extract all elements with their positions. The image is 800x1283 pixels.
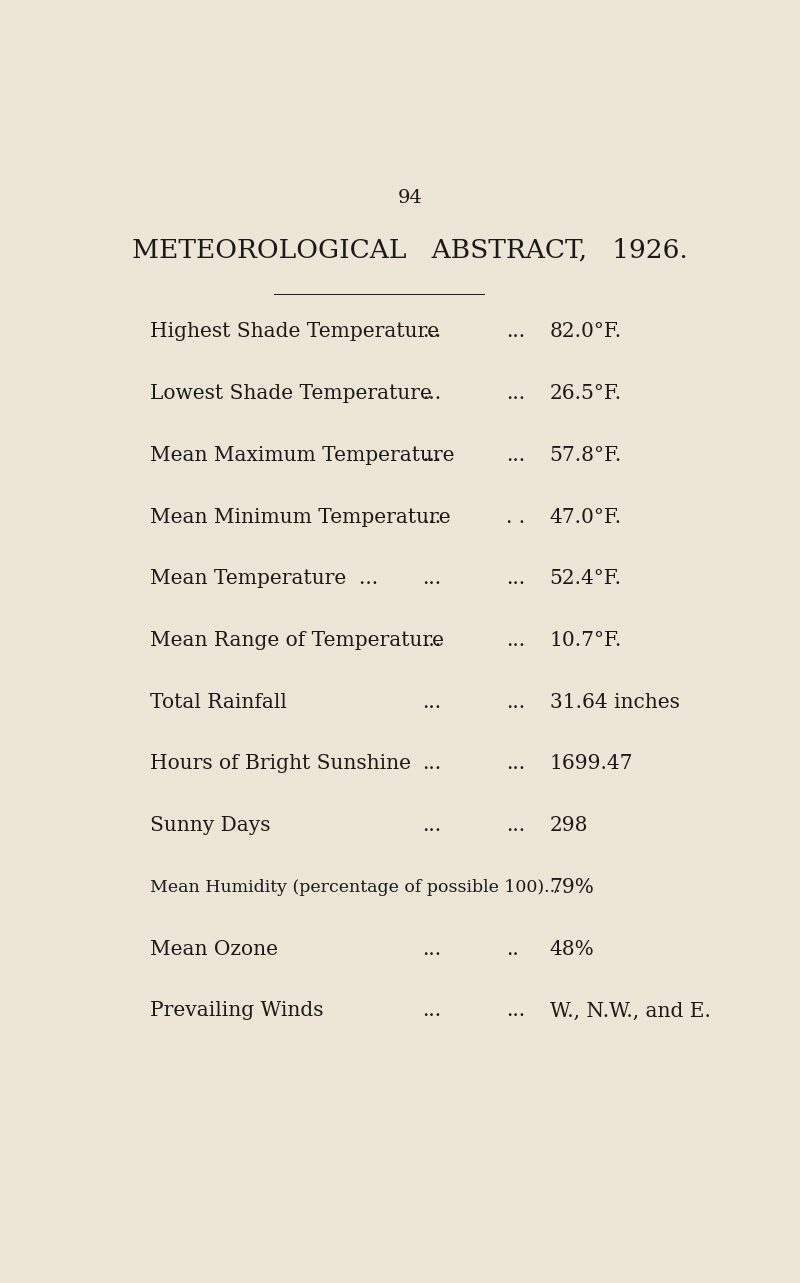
Text: 57.8°F.: 57.8°F. (550, 445, 622, 464)
Text: 47.0°F.: 47.0°F. (550, 508, 622, 526)
Text: Lowest Shade Temperature: Lowest Shade Temperature (150, 384, 431, 403)
Text: . .: . . (506, 508, 526, 526)
Text: METEOROLOGICAL   ABSTRACT,   1926.: METEOROLOGICAL ABSTRACT, 1926. (132, 237, 688, 263)
Text: 26.5°F.: 26.5°F. (550, 384, 622, 403)
Text: Highest Shade Temperature: Highest Shade Temperature (150, 322, 438, 341)
Text: ...: ... (422, 322, 442, 341)
Text: ...: ... (506, 322, 526, 341)
Text: W., N.W., and E.: W., N.W., and E. (550, 1002, 710, 1020)
Text: ...: ... (506, 570, 526, 589)
Text: ...: ... (506, 384, 526, 403)
Text: 94: 94 (398, 189, 422, 207)
Text: ...: ... (422, 939, 442, 958)
Text: ...: ... (422, 445, 442, 464)
Text: ...: ... (506, 445, 526, 464)
Text: 82.0°F.: 82.0°F. (550, 322, 622, 341)
Text: Mean Maximum Temperature: Mean Maximum Temperature (150, 445, 454, 464)
Text: 52.4°F.: 52.4°F. (550, 570, 622, 589)
Text: ...: ... (422, 631, 442, 650)
Text: 31.64 inches: 31.64 inches (550, 693, 679, 712)
Text: Total Rainfall: Total Rainfall (150, 693, 286, 712)
Text: 10.7°F.: 10.7°F. (550, 631, 622, 650)
Text: ...: ... (422, 384, 442, 403)
Text: 48%: 48% (550, 939, 594, 958)
Text: Hours of Bright Sunshine: Hours of Bright Sunshine (150, 754, 410, 774)
Text: Mean Temperature  ...: Mean Temperature ... (150, 570, 378, 589)
Text: 79%: 79% (550, 878, 594, 897)
Text: ...: ... (422, 1002, 442, 1020)
Text: Mean Ozone: Mean Ozone (150, 939, 278, 958)
Text: ...: ... (506, 816, 526, 835)
Text: ...: ... (506, 693, 526, 712)
Text: Mean Minimum Temperature: Mean Minimum Temperature (150, 508, 450, 526)
Text: ...: ... (422, 693, 442, 712)
Text: Mean Humidity (percentage of possible 100)...: Mean Humidity (percentage of possible 10… (150, 879, 560, 896)
Text: ...: ... (422, 508, 442, 526)
Text: Prevailing Winds: Prevailing Winds (150, 1002, 323, 1020)
Text: Mean Range of Temperature: Mean Range of Temperature (150, 631, 443, 650)
Text: ...: ... (422, 570, 442, 589)
Text: 298: 298 (550, 816, 588, 835)
Text: ...: ... (506, 754, 526, 774)
Text: ...: ... (422, 754, 442, 774)
Text: 1699.47: 1699.47 (550, 754, 633, 774)
Text: ...: ... (506, 631, 526, 650)
Text: Sunny Days: Sunny Days (150, 816, 270, 835)
Text: ...: ... (422, 816, 442, 835)
Text: ..: .. (506, 939, 519, 958)
Text: ...: ... (506, 1002, 526, 1020)
